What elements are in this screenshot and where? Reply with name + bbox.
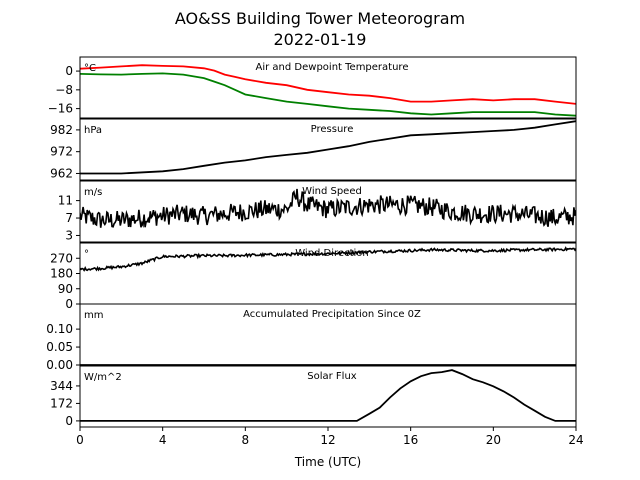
panel-frame: [79, 303, 577, 366]
y-tick-label: 972: [50, 145, 73, 159]
y-tick-label: 90: [58, 282, 73, 296]
y-tick-label: 0: [65, 297, 73, 311]
y-tick-label: 11: [58, 194, 73, 208]
panel-unit: °C: [84, 63, 96, 74]
figure-subtitle: 2022-01-19: [274, 30, 367, 49]
y-tick-label: 0.00: [46, 358, 73, 372]
series-line-0-1: [80, 72, 576, 117]
series-line-2-0: [80, 188, 576, 229]
panel-unit: hPa: [84, 125, 102, 136]
y-tick-label: 0.05: [46, 340, 73, 354]
panel-frame: [79, 118, 577, 181]
x-tick-label: 12: [320, 433, 335, 447]
y-tick-label: 0.10: [46, 322, 73, 336]
panel-title: Solar Flux: [307, 371, 357, 382]
panel-title: Wind Speed: [302, 186, 362, 197]
panel-title: Accumulated Precipitation Since 0Z: [243, 309, 421, 320]
series-line-0-0: [80, 64, 576, 105]
panel-unit: mm: [84, 310, 103, 321]
y-tick-label: 982: [50, 123, 73, 137]
series-line-5-0: [80, 369, 576, 422]
y-tick-label: 172: [50, 396, 73, 410]
panel-4: 0.10 0.05 0.00 mm Accumulated Precipitation …: [46, 303, 577, 372]
x-tick-label: 16: [403, 433, 418, 447]
panels: 0−8−16°C Air and Dewpoint Temperature9829…: [46, 56, 577, 428]
y-tick-label: 0: [65, 414, 73, 428]
y-tick-label: 270: [50, 251, 73, 265]
panel-title: Pressure: [311, 124, 354, 135]
y-tick-label: 3: [65, 228, 73, 242]
y-tick-label: −8: [55, 83, 73, 97]
x-tick-label: 20: [486, 433, 501, 447]
panel-unit: W/m^2: [84, 372, 122, 383]
panel-frame: [79, 56, 577, 119]
y-tick-label: 962: [50, 166, 73, 180]
y-tick-label: 0: [65, 64, 73, 78]
panel-2: 11 7 3 m/s Wind Speed: [58, 180, 577, 243]
panel-title: Wind Direction: [295, 248, 369, 259]
panel-1: 982 972 962 hPa Pressure: [50, 118, 577, 181]
series-line-3-0: [80, 246, 576, 272]
x-tick-label: 0: [76, 433, 84, 447]
figure-title: AO&SS Building Tower Meteorogram: [175, 9, 465, 28]
x-axis-label: Time (UTC): [294, 455, 361, 469]
panel-0: 0 −8 −16 °C Air and Dewpoint Temperature: [48, 56, 577, 119]
y-tick-label: 7: [65, 211, 73, 225]
panel-frame: [79, 180, 577, 243]
series-line-1-0: [80, 120, 576, 175]
panel-5: 344 172 0 W/m^2 Solar Flux: [50, 365, 577, 428]
panel-unit: m/s: [84, 187, 102, 198]
x-axis: 0 4 8 12 16 20 24: [76, 427, 584, 447]
y-tick-label: −16: [48, 102, 73, 116]
y-tick-label: 344: [50, 379, 73, 393]
panel-title: Air and Dewpoint Temperature: [256, 62, 409, 73]
x-tick-label: 4: [159, 433, 167, 447]
panel-unit: °: [84, 249, 89, 260]
x-tick-label: 24: [568, 433, 583, 447]
y-tick-label: 180: [50, 267, 73, 281]
x-tick-label: 8: [242, 433, 250, 447]
